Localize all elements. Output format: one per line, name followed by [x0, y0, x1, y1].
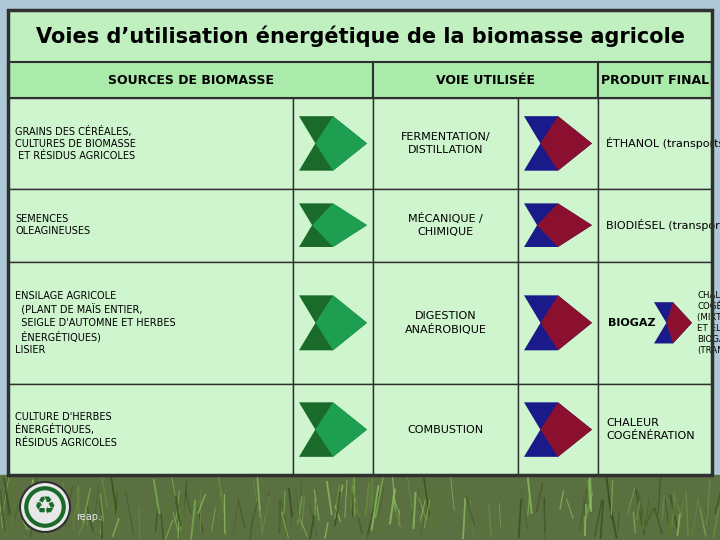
Text: reap.: reap.	[76, 512, 101, 522]
Text: VOIE UTILISÉE: VOIE UTILISÉE	[436, 73, 535, 86]
Polygon shape	[524, 116, 592, 171]
Bar	[293, 261, 373, 384]
Polygon shape	[315, 295, 367, 350]
Bar	[373, 384, 518, 475]
Polygon shape	[540, 402, 592, 457]
Bar	[293, 384, 373, 475]
Bar	[598, 62, 712, 98]
Text: ENSILAGE AGRICOLE
  (PLANT DE MAÏS ENTIER,
  SEIGLE D'AUTOMNE ET HERBES
  ÉNERGÉ: ENSILAGE AGRICOLE (PLANT DE MAÏS ENTIER,…	[15, 291, 176, 355]
Polygon shape	[537, 204, 592, 247]
Polygon shape	[299, 402, 367, 457]
Text: SOURCES DE BIOMASSE: SOURCES DE BIOMASSE	[107, 73, 274, 86]
Text: CHALEUR
COGÉNÉRATION: CHALEUR COGÉNÉRATION	[606, 418, 695, 441]
Bar	[8, 10, 712, 475]
Polygon shape	[299, 116, 367, 171]
Polygon shape	[312, 204, 367, 247]
Bar	[373, 98, 518, 189]
Text: ♻: ♻	[34, 495, 56, 519]
Bar	[8, 98, 293, 189]
Text: FERMENTATION/
DISTILLATION: FERMENTATION/ DISTILLATION	[401, 132, 490, 154]
Polygon shape	[524, 295, 592, 350]
Text: BIOGAZ: BIOGAZ	[608, 318, 656, 328]
Polygon shape	[524, 402, 592, 457]
Polygon shape	[541, 295, 592, 350]
Bar	[598, 384, 712, 475]
Text: PRODUIT FINAL: PRODUIT FINAL	[601, 73, 709, 86]
Bar	[373, 189, 518, 261]
Bar	[518, 384, 598, 475]
Text: CULTURE D'HERBES
ÉNERGÉTIQUES,
RÉSIDUS AGRICOLES: CULTURE D'HERBES ÉNERGÉTIQUES, RÉSIDUS A…	[15, 411, 117, 448]
Bar	[293, 98, 373, 189]
Bar	[0, 475, 720, 540]
Text: Voies d’utilisation énergétique de la biomasse agricole: Voies d’utilisation énergétique de la bi…	[35, 25, 685, 47]
Text: BIODIÉSEL (transports): BIODIÉSEL (transports)	[606, 219, 720, 231]
Polygon shape	[315, 116, 367, 171]
Bar	[8, 62, 373, 98]
Bar	[8, 189, 293, 261]
Bar	[373, 62, 598, 98]
Polygon shape	[299, 204, 367, 247]
Polygon shape	[654, 302, 692, 343]
Polygon shape	[315, 402, 367, 457]
Bar	[8, 261, 293, 384]
Text: GRAINS DES CÉRÉALES,
CULTURES DE BIOMASSE
 ET RÉSIDUS AGRICOLES: GRAINS DES CÉRÉALES, CULTURES DE BIOMASS…	[15, 125, 136, 161]
Text: CHALEUR
COGÉNÉRATION
(MIXTE : THERMIQUE
ET ÉLECTRICITÉ)
BIOGAZ
(TRANSPORTS): CHALEUR COGÉNÉRATION (MIXTE : THERMIQUE …	[697, 291, 720, 355]
Bar	[598, 189, 712, 261]
Bar	[8, 10, 712, 62]
Polygon shape	[540, 116, 592, 171]
Bar	[518, 98, 598, 189]
Text: ÉTHANOL (transports): ÉTHANOL (transports)	[606, 137, 720, 150]
Text: COMBUSTION: COMBUSTION	[408, 424, 484, 435]
Bar	[293, 189, 373, 261]
Bar	[598, 98, 712, 189]
Bar	[8, 384, 293, 475]
Circle shape	[20, 482, 70, 532]
Text: SEMENCES
OLEAGINEUSES: SEMENCES OLEAGINEUSES	[15, 214, 90, 237]
Bar	[518, 261, 598, 384]
Bar	[373, 261, 518, 384]
Text: DIGESTION
ANAÉROBIQUE: DIGESTION ANAÉROBIQUE	[405, 311, 487, 335]
Bar	[518, 189, 598, 261]
Text: MÉCANIQUE /
CHIMIQUE: MÉCANIQUE / CHIMIQUE	[408, 213, 483, 237]
Polygon shape	[524, 204, 592, 247]
Bar	[598, 261, 712, 384]
Polygon shape	[299, 295, 367, 350]
Polygon shape	[667, 302, 692, 343]
